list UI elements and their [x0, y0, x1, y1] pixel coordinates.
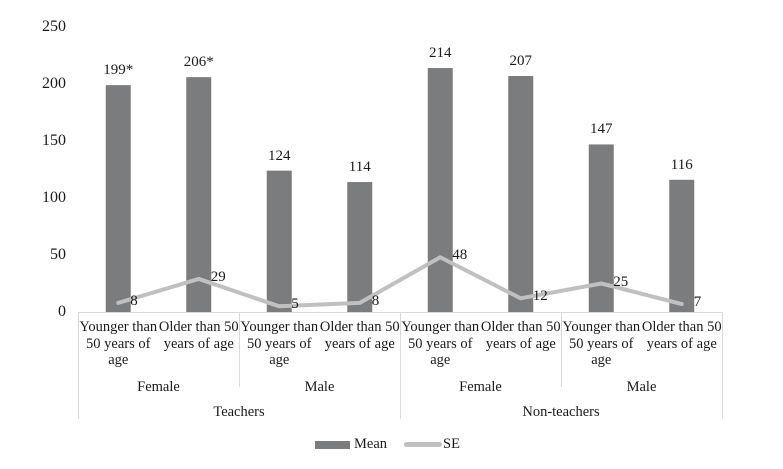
y-tick-label: 200 [42, 75, 66, 92]
legend-mean-swatch [315, 440, 350, 449]
y-tick-label: 250 [42, 18, 66, 35]
age-category-label: Younger than 50 years of age [401, 319, 480, 368]
se-value-label: 8 [371, 292, 380, 309]
se-value-label: 25 [613, 273, 629, 290]
y-tick-label: 150 [42, 132, 66, 149]
se-value-label: 7 [693, 294, 702, 311]
mean-value-label: 206* [183, 54, 214, 71]
se-value-label: 12 [532, 288, 548, 305]
sex-category-label: Female [459, 379, 502, 395]
se-value-label: 48 [452, 247, 468, 264]
mean-bar [266, 170, 292, 312]
age-category-label: Older than 50 years of age [480, 319, 561, 352]
mean-value-label: 116 [670, 156, 693, 173]
se-value-label: 29 [210, 268, 226, 285]
mean-bar [347, 182, 373, 312]
y-tick-label: 100 [42, 189, 66, 206]
group-category-label: Non-teachers [522, 404, 600, 420]
axis-divider [722, 312, 723, 419]
se-value-label: 8 [130, 292, 138, 309]
mean-value-label: 124 [268, 147, 291, 164]
mean-bar [105, 85, 131, 312]
y-tick-label: 0 [58, 303, 66, 320]
sex-category-label: Male [304, 379, 335, 395]
mean-bar [186, 77, 212, 312]
mean-value-label: 207 [509, 53, 533, 70]
age-category-label: Older than 50 years of age [641, 319, 722, 352]
legend-se-swatch [404, 442, 443, 447]
age-category-label: Younger than 50 years of age [79, 319, 158, 368]
legend-se-label: SE [443, 436, 460, 452]
se-value-label: 5 [291, 296, 299, 313]
axis-divider [561, 312, 562, 387]
se-line [116, 255, 684, 309]
age-category-label: Younger than 50 years of age [240, 319, 319, 368]
mean-value-label: 214 [429, 45, 452, 62]
y-tick-label: 50 [50, 246, 66, 263]
axis-divider [400, 312, 401, 419]
legend-mean-label: Mean [354, 436, 388, 452]
sex-category-label: Female [137, 379, 180, 395]
mean-value-label: 147 [590, 121, 613, 138]
age-category-label: Older than 50 years of age [158, 319, 239, 352]
mean-value-label: 114 [348, 159, 371, 176]
mean-bar [508, 76, 534, 313]
mean-bar [427, 68, 453, 312]
age-category-label: Older than 50 years of age [319, 319, 400, 352]
mean-bar [669, 179, 695, 312]
group-category-label: Teachers [213, 404, 265, 420]
axis-divider [78, 312, 79, 419]
axis-divider [239, 312, 240, 387]
legend: Mean SE [315, 436, 460, 453]
sex-category-label: Male [626, 379, 657, 395]
age-category-label: Younger than 50 years of age [562, 319, 641, 368]
mean-value-label: 199* [103, 62, 134, 79]
